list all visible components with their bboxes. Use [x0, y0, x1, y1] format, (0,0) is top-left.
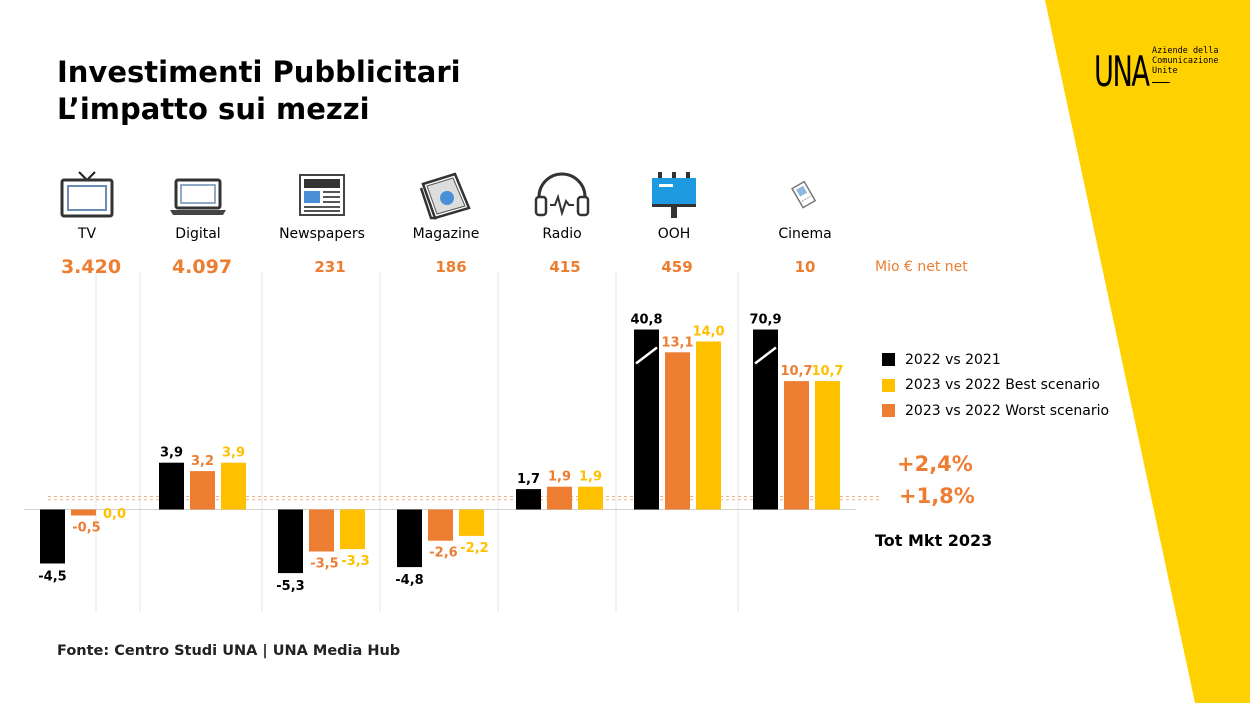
media-label: Radio — [542, 226, 582, 242]
bar — [278, 509, 303, 574]
legend-item: 2023 vs 2022 Worst scenario — [882, 398, 1109, 424]
magazine-icon — [387, 168, 505, 222]
data-label: -3,5 — [310, 557, 338, 572]
bar — [340, 509, 365, 550]
legend-label: 2022 vs 2021 — [905, 351, 1001, 368]
bar — [516, 489, 541, 510]
data-label: 0,0 — [103, 507, 126, 522]
chart-legend: 2022 vs 2021 2023 vs 2022 Best scenario … — [882, 347, 1109, 424]
title-line-2: L’impatto sui mezzi — [57, 92, 370, 126]
logo-rule — [1152, 82, 1170, 83]
bar — [459, 509, 484, 536]
bar — [696, 341, 721, 510]
spend-ooh: 459 — [661, 258, 693, 276]
bar — [578, 486, 603, 510]
data-label: -3,3 — [341, 554, 369, 569]
billboard-icon — [615, 168, 733, 222]
legend-swatch — [882, 404, 895, 418]
media-label: Newspapers — [279, 226, 365, 242]
total-best-scenario: +2,4% — [897, 452, 973, 476]
bar — [753, 329, 778, 510]
media-ooh: OOH — [615, 168, 733, 242]
data-label: 3,2 — [191, 454, 214, 469]
media-label: TV — [77, 226, 97, 242]
data-label: -4,5 — [38, 570, 66, 585]
bar — [40, 509, 65, 564]
bar — [547, 486, 572, 510]
data-label: -2,6 — [429, 546, 457, 561]
media-label: Digital — [175, 226, 221, 242]
axis-break-mark — [754, 346, 777, 365]
logo-mark: UNA — [1094, 47, 1150, 96]
total-market-label: Tot Mkt 2023 — [875, 531, 993, 550]
bar — [784, 381, 809, 510]
page-title: Investimenti Pubblicitari L’impatto sui … — [57, 54, 461, 128]
data-label: 13,1 — [661, 335, 693, 350]
data-label: 1,9 — [579, 470, 602, 485]
media-digital: Digital — [139, 168, 257, 242]
logo-text-line-2: Comunicazione — [1152, 56, 1219, 66]
spend-cinema: 10 — [794, 258, 816, 276]
media-label: OOH — [657, 226, 691, 242]
data-label: -5,3 — [276, 579, 304, 594]
data-label: -4,8 — [395, 573, 423, 588]
data-label: 10,7 — [780, 364, 812, 379]
axis-break-mark — [635, 346, 658, 365]
bar — [71, 509, 96, 516]
bar — [221, 462, 246, 510]
spend-radio: 415 — [549, 258, 581, 276]
media-magazine: Magazine — [387, 168, 505, 242]
data-label: 3,9 — [222, 446, 245, 461]
media-radio: Radio — [503, 168, 621, 242]
spend-digital: 4.097 — [171, 256, 233, 278]
media-newspapers: Newspapers — [263, 168, 381, 242]
legend-item: 2023 vs 2022 Best scenario — [882, 373, 1109, 399]
bar — [309, 509, 334, 552]
spend-newspapers: 231 — [314, 258, 346, 276]
headphones-icon — [503, 168, 621, 222]
legend-swatch — [882, 378, 895, 392]
data-label: 1,7 — [517, 472, 540, 487]
bar — [665, 352, 690, 510]
spend-unit-label: Mio € net net — [875, 259, 968, 275]
title-line-1: Investimenti Pubblicitari — [57, 55, 461, 89]
data-label: 3,9 — [160, 446, 183, 461]
legend-label: 2023 vs 2022 Best scenario — [905, 377, 1100, 394]
data-label: 40,8 — [630, 313, 662, 328]
logo-text: Aziende della Comunicazione Unite — [1152, 46, 1219, 76]
bar — [397, 509, 422, 568]
data-label: 10,7 — [811, 364, 843, 379]
media-cinema: Cinema — [746, 168, 864, 242]
data-label: 70,9 — [749, 313, 781, 328]
spend-magazine: 186 — [435, 258, 467, 276]
media-label: Magazine — [412, 226, 480, 242]
bar — [159, 462, 184, 510]
ticket-icon — [746, 168, 864, 222]
logo-text-line-3: Unite — [1152, 66, 1178, 76]
total-worst-scenario: +1,8% — [899, 484, 975, 508]
spend-tv: 3.420 — [60, 256, 122, 278]
media-tv: TV — [28, 168, 146, 242]
newspaper-icon — [263, 168, 381, 222]
media-label: Cinema — [778, 226, 832, 242]
legend-label: 2023 vs 2022 Worst scenario — [905, 402, 1110, 419]
tv-icon — [28, 168, 146, 222]
legend-swatch — [882, 353, 895, 367]
logo-text-line-1: Aziende della — [1152, 46, 1219, 56]
data-label: 14,0 — [692, 325, 724, 340]
data-label: 1,9 — [548, 470, 571, 485]
source-note: Fonte: Centro Studi UNA | UNA Media Hub — [57, 643, 401, 659]
bar — [428, 509, 453, 541]
laptop-icon — [139, 168, 257, 222]
legend-item: 2022 vs 2021 — [882, 347, 1109, 373]
data-label: -0,5 — [72, 521, 100, 536]
bar — [815, 381, 840, 510]
una-logo: UNA Aziende della Comunicazione Unite — [1094, 44, 1234, 104]
bar — [190, 471, 215, 510]
bar — [634, 329, 659, 510]
data-label: -2,2 — [460, 541, 488, 556]
